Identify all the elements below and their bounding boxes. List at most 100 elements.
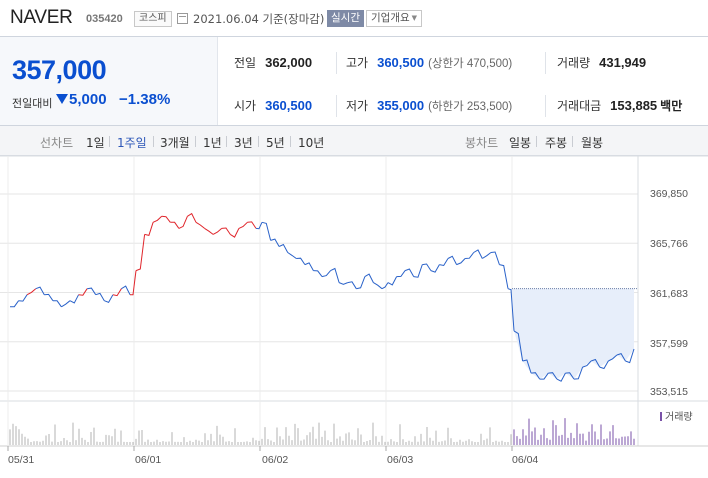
low-price: 저가 355,000 (하한가 253,500) <box>346 97 512 114</box>
tab-1d[interactable]: 1일 <box>86 136 105 150</box>
x-tick-label: 06/03 <box>387 454 414 466</box>
price-line-down <box>278 243 289 253</box>
lower-limit: (하한가 253,500) <box>428 101 513 113</box>
price-line-down <box>61 300 71 308</box>
x-tick-label: 06/01 <box>135 454 162 466</box>
x-tick-label: 06/02 <box>262 454 289 466</box>
price-line-down <box>18 294 28 302</box>
price-line-down <box>255 222 263 230</box>
line-chart-label: 선차트 <box>40 136 74 150</box>
price-line-down <box>539 372 549 380</box>
corp-info-label: 기업개요 <box>371 12 410 24</box>
divider <box>545 95 546 117</box>
volume: 거래량 431,949 <box>557 54 646 71</box>
price-line-down <box>270 238 280 247</box>
price-line-down <box>304 262 314 271</box>
volume-legend-swatch <box>660 412 662 421</box>
tab-10y[interactable]: 10년 <box>298 136 325 150</box>
price-line-up <box>78 288 88 296</box>
price-line-down <box>513 330 524 362</box>
price-line-down <box>381 282 389 290</box>
price-line-down <box>338 282 348 285</box>
price-line-down <box>582 360 592 368</box>
tab-separator <box>226 136 227 147</box>
volume-legend: 거래량 <box>660 408 693 423</box>
price-line-up <box>178 216 188 229</box>
open-price: 시가 360,500 <box>234 97 312 114</box>
price-line-down <box>387 276 398 286</box>
price-line-up <box>135 234 146 272</box>
price-chart-svg <box>0 156 708 451</box>
price-line-up <box>152 215 163 223</box>
stock-name[interactable]: NAVER <box>10 7 73 28</box>
high-price: 고가 360,500 (상한가 470,500) <box>346 54 512 71</box>
down-arrow-icon <box>56 94 68 104</box>
price-line-down <box>565 372 575 380</box>
candle-chart-label: 봉차트 <box>465 136 499 150</box>
price-line-down <box>573 366 584 380</box>
price-line-down <box>95 292 105 301</box>
price-line-up <box>221 227 231 235</box>
price-line-down <box>296 257 306 265</box>
price-line-down <box>499 264 509 289</box>
price-line-up <box>195 221 205 229</box>
change-rate: −1.38% <box>119 91 171 108</box>
high-label: 고가 <box>346 56 369 70</box>
price-line-down <box>121 285 131 295</box>
tab-separator <box>153 136 154 147</box>
upper-limit: (상한가 470,500) <box>428 58 513 70</box>
tab-1y[interactable]: 1년 <box>203 136 222 150</box>
quote-panel: 357,000 전일대비 5,000 −1.38% 전일 362,000 고가 36… <box>0 36 708 126</box>
price-line-up <box>187 212 197 223</box>
tab-monthly-candle[interactable]: 월봉 <box>581 136 604 150</box>
price-line-down <box>439 258 449 267</box>
price-line-down <box>35 286 45 295</box>
divider <box>336 95 337 117</box>
chevron-down-icon: ▼ <box>411 14 418 22</box>
price-line-down <box>625 348 635 364</box>
current-price-box: 357,000 전일대비 5,000 −1.38% <box>0 37 218 125</box>
tab-separator <box>109 136 110 147</box>
price-line-down <box>44 293 54 301</box>
price-line-down <box>608 354 618 362</box>
price-line-down <box>261 221 272 241</box>
low-label: 저가 <box>346 99 369 113</box>
tab-daily-candle[interactable]: 일봉 <box>509 136 532 150</box>
y-tick-label: 361,683 <box>650 288 688 300</box>
price-line-down <box>507 288 515 331</box>
price-line-down <box>87 287 97 295</box>
price-line-down <box>364 273 374 283</box>
price-line-down <box>422 263 432 271</box>
tab-3m[interactable]: 3개월 <box>160 136 190 150</box>
prev-close-value: 362,000 <box>265 55 313 70</box>
price-line-down <box>356 276 366 290</box>
price-chart[interactable]: 369,850 365,766 361,683 357,599 353,515 … <box>0 156 708 478</box>
divider <box>545 52 546 74</box>
price-line-up <box>247 221 257 229</box>
price-line-down <box>313 270 323 277</box>
corp-info-button[interactable]: 기업개요 ▼ <box>366 10 423 27</box>
price-line-up <box>130 270 137 296</box>
price-line-down <box>347 281 357 289</box>
volume-legend-label: 거래량 <box>665 412 693 423</box>
x-tick-label: 06/04 <box>512 454 539 466</box>
amount-label: 거래대금 <box>557 99 602 113</box>
price-line-down <box>413 264 423 278</box>
tab-3y[interactable]: 3년 <box>234 136 253 150</box>
tab-1w[interactable]: 1주일 <box>117 136 147 150</box>
open-value: 360,500 <box>265 98 313 113</box>
y-tick-label: 357,599 <box>650 338 688 350</box>
price-line-up <box>204 227 214 235</box>
tab-5y[interactable]: 5년 <box>266 136 285 150</box>
prev-close-label: 전일 <box>234 56 257 70</box>
y-tick-label: 369,850 <box>650 188 688 200</box>
price-line-down <box>465 252 475 259</box>
realtime-badge[interactable]: 실시간 <box>327 10 364 27</box>
tab-separator <box>195 136 196 147</box>
price-line-down <box>287 252 297 259</box>
price-line-down <box>52 300 62 308</box>
tab-weekly-candle[interactable]: 주봉 <box>545 136 568 150</box>
price-line-down <box>396 270 406 278</box>
market-badge: 코스피 <box>134 11 172 27</box>
price-line-down <box>69 294 80 304</box>
